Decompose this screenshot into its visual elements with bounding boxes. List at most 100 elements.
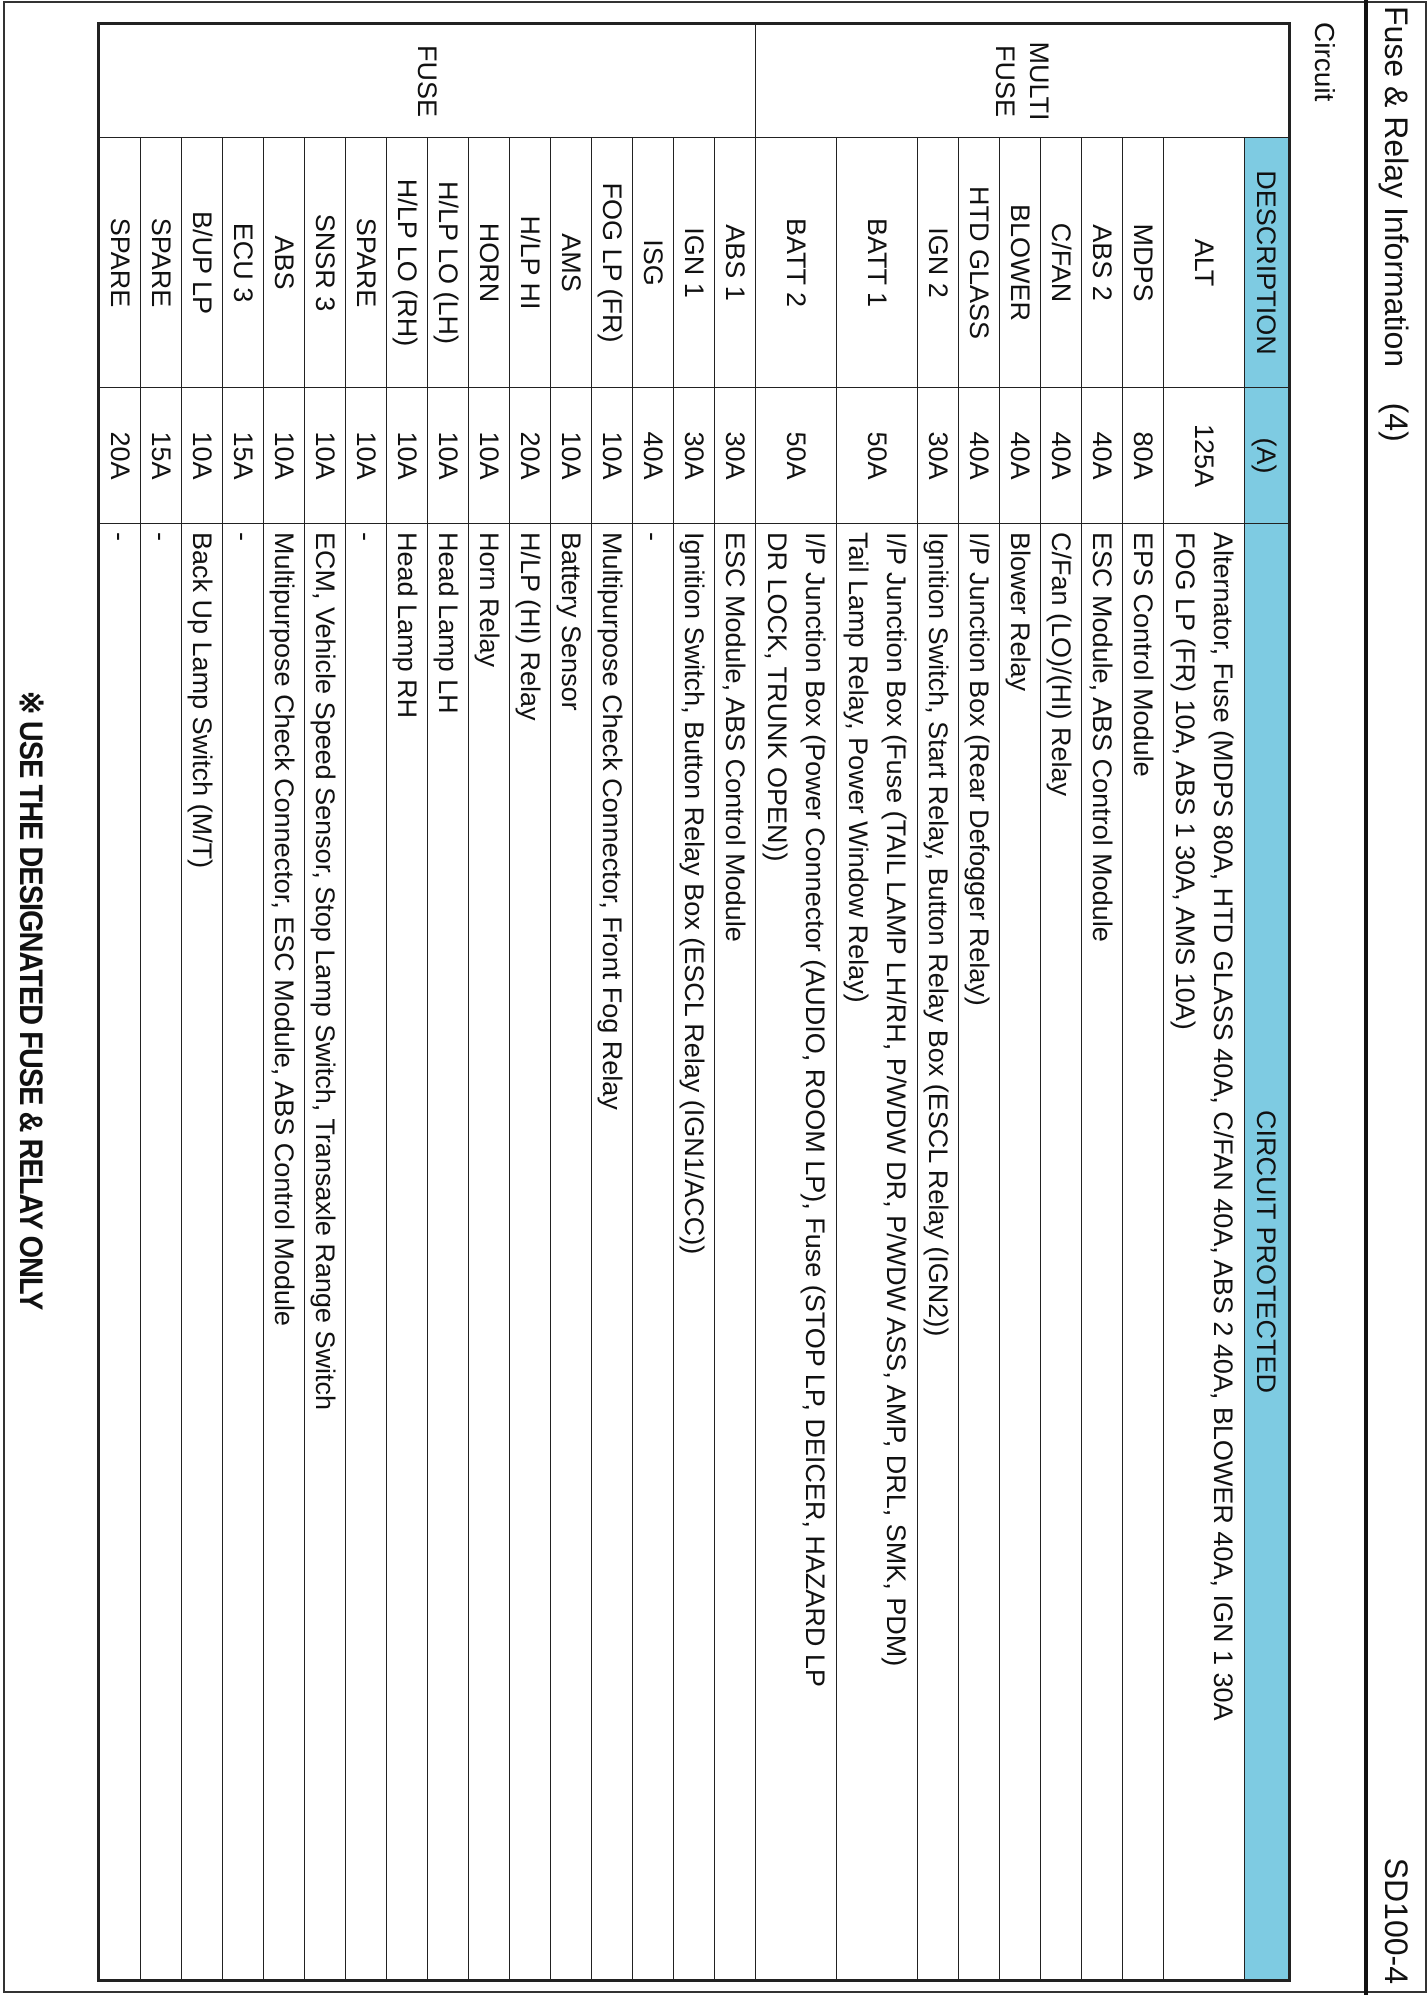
table-row: ABS 10A Multipurpose Check Connector, ESC … — [263, 24, 305, 1981]
amperage-cell: 10A — [468, 387, 510, 524]
circuit-line: - — [146, 532, 176, 541]
description-cell: ALT — [1163, 137, 1245, 388]
circuit-line: Tail Lamp Relay, Power Window Relay) — [843, 532, 873, 1003]
circuit-cell: I/P Junction Box (Rear Defogger Relay) — [958, 523, 1000, 1981]
circuit-cell: Head Lamp RH — [386, 523, 428, 1981]
description-cell: H/LP HI — [509, 137, 551, 388]
circuit-line: Blower Relay — [1005, 532, 1035, 692]
description-cell: SPARE — [345, 137, 387, 388]
description-cell: H/LP LO (RH) — [386, 137, 428, 388]
circuit-cell: - — [98, 523, 141, 1981]
table-row: FUSE ABS 1 30A ESC Module, ABS Control Modu… — [98, 23, 756, 1981]
amperage-cell: 10A — [386, 387, 428, 524]
description-cell: IGN 2 — [917, 137, 959, 388]
description-cell: BLOWER — [999, 137, 1041, 388]
circuit-cell: Ignition Switch, Start Relay, Button Rel… — [917, 523, 959, 1981]
circuit-line: ESC Module, ABS Control Module — [1087, 532, 1117, 942]
circuit-line: DR LOCK, TRUNK OPEN)) — [762, 532, 792, 862]
column-header: CIRCUIT PROTECTED — [1244, 523, 1290, 1981]
table-row: HORN 10A Horn Relay — [468, 24, 510, 1981]
group-label: FUSE — [990, 44, 1020, 117]
circuit-line: Back Up Lamp Switch (M/T) — [187, 532, 217, 869]
amperage-cell: 125A — [1163, 387, 1245, 524]
description-cell: B/UP LP — [181, 137, 223, 388]
amperage-cell: 10A — [550, 387, 592, 524]
circuit-line: - — [638, 532, 668, 541]
page-title: Fuse & Relay Information (4) — [1378, 6, 1414, 442]
amperage-cell: 80A — [1122, 387, 1164, 524]
description-cell: SPARE — [140, 137, 182, 388]
circuit-line: Head Lamp LH — [433, 532, 463, 714]
amperage-cell: 15A — [140, 387, 182, 524]
table-row: AMS 10A Battery Sensor — [550, 24, 592, 1981]
header-divider — [1364, 0, 1368, 1995]
table-row: ECU 3 15A - — [222, 24, 264, 1981]
amperage-cell: 10A — [345, 387, 387, 524]
circuit-cell: Alternator, Fuse (MDPS 80A, HTD GLASS 40… — [1163, 523, 1245, 1981]
fuse-relay-table: MULTI FUSE DESCRIPTION (A) CIRCUIT PROTECTED… — [97, 22, 1291, 1982]
amperage-cell: 50A — [755, 387, 837, 524]
circuit-line: Battery Sensor — [556, 532, 586, 711]
circuit-line: H/LP (HI) Relay — [515, 532, 545, 721]
circuit-cell: Battery Sensor — [550, 523, 592, 1981]
table-row: ALT 125A Alternator, Fuse (MDPS 80A, HTD G… — [1163, 24, 1245, 1981]
amperage-cell: 10A — [591, 387, 633, 524]
circuit-cell: I/P Junction Box (Fuse (TAIL LAMP LH/RH,… — [836, 523, 918, 1981]
description-cell: BATT 2 — [755, 137, 837, 388]
circuit-cell: C/Fan (LO)/(HI) Relay — [1040, 523, 1082, 1981]
description-cell: AMS — [550, 137, 592, 388]
description-cell: H/LP LO (LH) — [427, 137, 469, 388]
circuit-cell: Multipurpose Check Connector, ESC Module… — [263, 523, 305, 1981]
circuit-line: - — [228, 532, 258, 541]
usage-note: ※ USE THE DESIGNATED FUSE & RELAY ONLY — [13, 690, 49, 1310]
group-label: MULTI — [1024, 41, 1054, 121]
amperage-cell: 20A — [98, 387, 141, 524]
circuit-line: Multipurpose Check Connector, Front Fog … — [597, 532, 627, 1110]
circuit-cell: EPS Control Module — [1122, 523, 1164, 1981]
group-label: FUSE — [412, 44, 443, 117]
description-cell: C/FAN — [1040, 137, 1082, 388]
circuit-cell: - — [140, 523, 182, 1981]
circuit-line: FOG LP (FR) 10A, ABS 1 30A, AMS 10A) — [1170, 532, 1200, 1030]
circuit-line: ECM, Vehicle Speed Sensor, Stop Lamp Swi… — [310, 532, 340, 1410]
table-row: SPARE 20A - — [98, 24, 141, 1981]
description-cell: BATT 1 — [836, 137, 918, 388]
circuit-cell: - — [222, 523, 264, 1981]
amperage-cell: 10A — [181, 387, 223, 524]
table-row: C/FAN 40A C/Fan (LO)/(HI) Relay — [1040, 24, 1082, 1981]
circuit-cell: - — [345, 523, 387, 1981]
table-row: B/UP LP 10A Back Up Lamp Switch (M/T) — [181, 24, 223, 1981]
amperage-cell: 40A — [632, 387, 674, 524]
circuit-cell: - — [632, 523, 674, 1981]
circuit-line: I/P Junction Box (Fuse (TAIL LAMP LH/RH,… — [881, 532, 911, 1667]
description-cell: IGN 1 — [673, 137, 715, 388]
table-row: SPARE 10A - — [345, 24, 387, 1981]
table-row: HTD GLASS 40A I/P Junction Box (Rear Defog… — [958, 24, 1000, 1981]
amperage-cell: 40A — [1040, 387, 1082, 524]
page-code: SD100-4 — [1378, 1857, 1414, 1984]
group-cell: MULTI FUSE — [755, 23, 1290, 138]
circuit-line: C/Fan (LO)/(HI) Relay — [1046, 532, 1076, 797]
circuit-cell: Back Up Lamp Switch (M/T) — [181, 523, 223, 1981]
section-label: Circuit — [1309, 22, 1340, 102]
amperage-cell: 10A — [304, 387, 346, 524]
amperage-cell: 40A — [1081, 387, 1123, 524]
circuit-cell: I/P Junction Box (Power Connector (AUDIO… — [755, 523, 837, 1981]
circuit-line: Ignition Switch, Button Relay Box (ESCL … — [679, 532, 709, 1255]
amperage-cell: 10A — [427, 387, 469, 524]
circuit-line: Horn Relay — [474, 532, 504, 668]
description-cell: ABS 1 — [714, 137, 756, 388]
column-header: DESCRIPTION — [1244, 137, 1290, 388]
amperage-cell: 30A — [917, 387, 959, 524]
table-header-row: MULTI FUSE DESCRIPTION (A) CIRCUIT PROTECTED — [755, 23, 1290, 1981]
amperage-cell: 10A — [263, 387, 305, 524]
table-row: SNSR 3 10A ECM, Vehicle Speed Sensor, Stop… — [304, 24, 346, 1981]
circuit-cell: Multipurpose Check Connector, Front Fog … — [591, 523, 633, 1981]
amperage-cell: 40A — [958, 387, 1000, 524]
description-cell: SPARE — [98, 137, 141, 388]
circuit-line: - — [351, 532, 381, 541]
amperage-cell: 15A — [222, 387, 264, 524]
circuit-cell: Horn Relay — [468, 523, 510, 1981]
amperage-cell: 20A — [509, 387, 551, 524]
